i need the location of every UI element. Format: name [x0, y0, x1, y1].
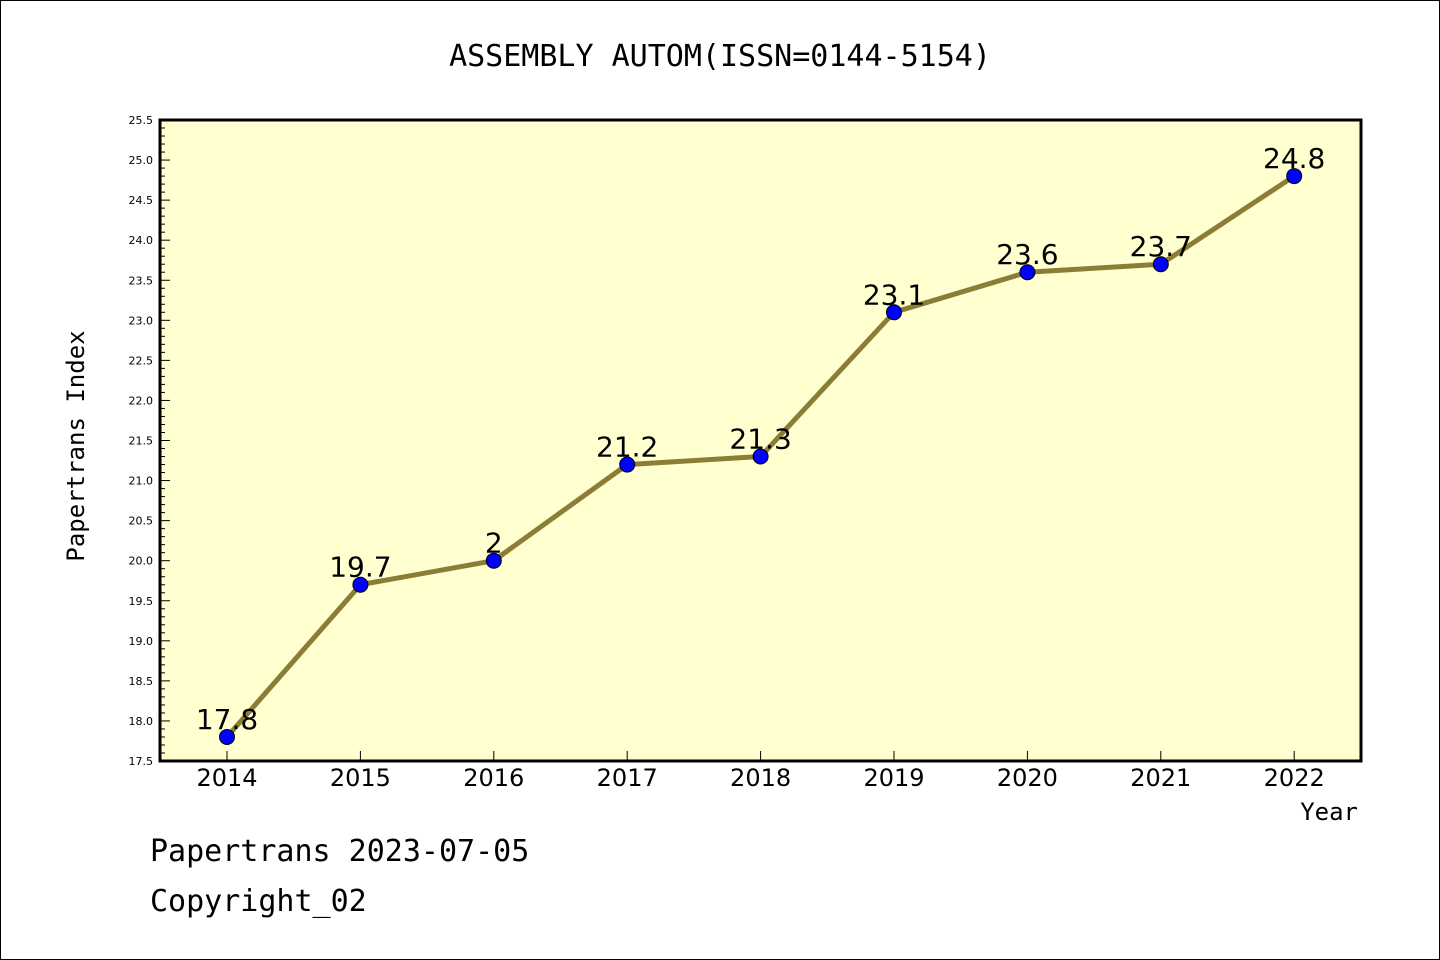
- y-tick-label: 19.0: [129, 635, 154, 648]
- y-tick-label: 19.5: [129, 595, 154, 608]
- y-tick-label: 23.5: [129, 274, 154, 287]
- x-axis-label: Year: [1300, 798, 1358, 826]
- y-tick-label: 24.5: [129, 194, 154, 207]
- x-tick-label: 2017: [597, 764, 658, 792]
- y-tick-label: 21.5: [129, 435, 154, 448]
- y-axis: 17.5 18.0 18.5 19.0 19.5 20.0 20.5 21.0 21.5 22.0…: [129, 114, 170, 768]
- data-point: [886, 304, 902, 321]
- y-tick-label: 25.0: [129, 154, 154, 167]
- x-tick-label: 2022: [1264, 764, 1325, 792]
- data-point: [1152, 256, 1169, 273]
- plot-area: [158, 118, 1363, 763]
- x-axis: 2014 2015 2016 2017 2018 2019 2020 2021 2022: [196, 751, 1325, 792]
- x-tick-label: 2019: [863, 764, 924, 792]
- chart-title: ASSEMBLY AUTOM(ISSN=0144-5154): [449, 39, 991, 74]
- x-tick-label: 2016: [463, 764, 524, 792]
- data-point: [1019, 264, 1036, 281]
- data-point: [352, 576, 369, 593]
- footer-copyright: Copyright_02: [150, 884, 367, 919]
- x-tick-label: 2015: [330, 764, 391, 792]
- y-axis-label: Papertrans Index: [62, 330, 90, 561]
- y-tick-label: 18.5: [129, 675, 154, 688]
- y-tick-label: 22.5: [129, 354, 154, 367]
- x-tick-label: 2020: [997, 764, 1058, 792]
- y-tick-label: 17.5: [129, 755, 154, 768]
- y-tick-label: 18.0: [129, 715, 154, 728]
- y-tick-label: 22.0: [129, 394, 154, 407]
- x-tick-label: 2018: [730, 764, 791, 792]
- x-tick-label: 2014: [196, 764, 257, 792]
- data-point: [1286, 168, 1303, 185]
- footer-date: Papertrans 2023-07-05: [150, 834, 530, 869]
- data-point: [219, 728, 235, 745]
- y-tick-label: 20.0: [129, 555, 154, 568]
- y-tick-label: 20.5: [129, 515, 154, 528]
- data-point: [752, 448, 769, 465]
- data-point: [485, 552, 502, 569]
- y-tick-label: 24.0: [129, 234, 154, 247]
- y-tick-label: 25.5: [129, 114, 154, 127]
- data-point: [619, 456, 636, 473]
- x-tick-label: 2021: [1130, 764, 1191, 792]
- y-tick-label: 21.0: [129, 475, 154, 488]
- y-tick-label: 23.0: [129, 314, 154, 327]
- data-label: 2: [485, 527, 503, 560]
